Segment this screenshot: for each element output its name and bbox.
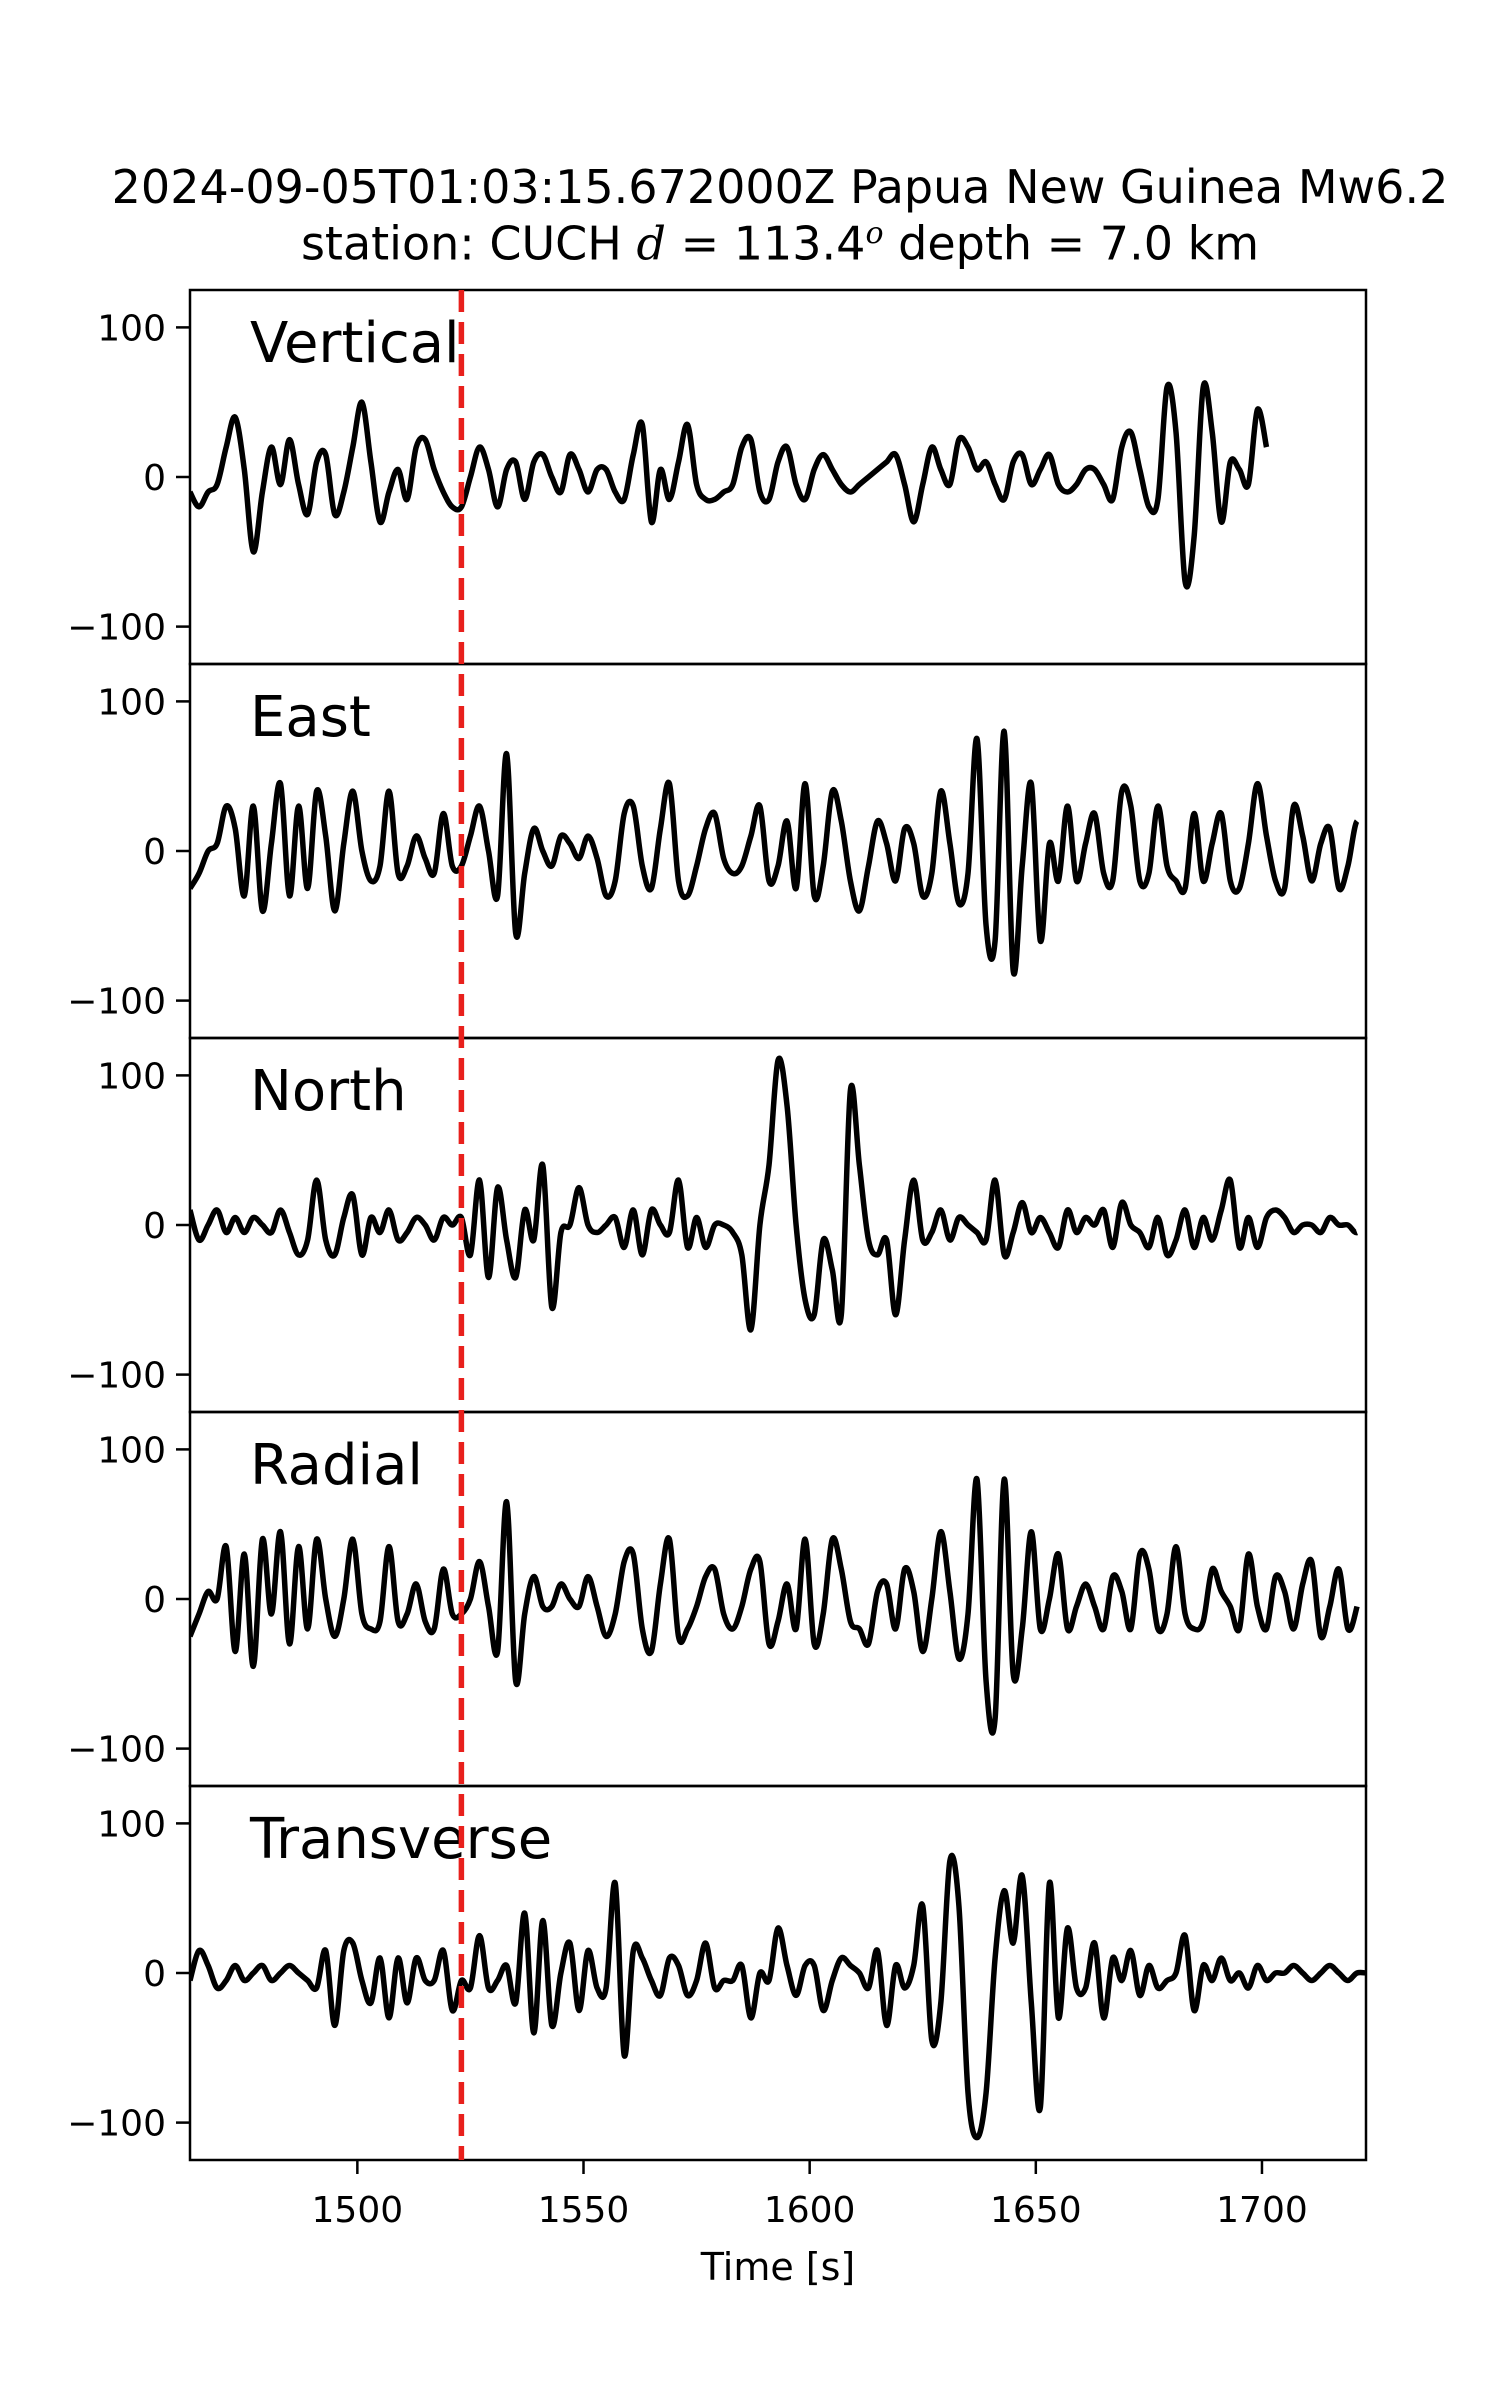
- chart-title: 2024-09-05T01:03:15.672000Z Papua New Gu…: [0, 160, 1500, 214]
- chart-subtitle: station: CUCH d = 113.4o depth = 7.0 km: [0, 216, 1500, 270]
- y-tick-label-transverse-0: 100: [97, 1804, 166, 1845]
- y-tick-label-radial-0: 100: [97, 1430, 166, 1471]
- x-tick-label-0: 1500: [312, 2190, 404, 2231]
- title-distance-symbol: d: [636, 216, 666, 271]
- y-tick-label-east-2: −100: [67, 982, 166, 1023]
- x-axis-label: Time [s]: [700, 2245, 856, 2289]
- y-tick-label-radial-2: −100: [67, 1730, 166, 1771]
- trace-transverse: [190, 1852, 1366, 2141]
- panel-label-radial: Radial: [250, 1433, 423, 1498]
- title-line-1: 2024-09-05T01:03:15.672000Z Papua New Gu…: [111, 160, 1449, 214]
- x-tick-label-3: 1650: [990, 2190, 1082, 2231]
- y-tick-label-transverse-1: 0: [143, 1954, 166, 1995]
- x-tick-label-2: 1600: [764, 2190, 856, 2231]
- y-tick-label-transverse-2: −100: [67, 2104, 166, 2145]
- y-tick-label-vertical-2: −100: [67, 608, 166, 649]
- y-tick-label-north-1: 0: [143, 1206, 166, 1247]
- panel-label-vertical: Vertical: [250, 311, 460, 376]
- title-station: station: CUCH: [300, 216, 637, 271]
- y-tick-label-north-2: −100: [67, 1356, 166, 1397]
- trace-north: [190, 1055, 1358, 1333]
- y-tick-label-east-1: 0: [143, 832, 166, 873]
- title-degree-symbol: o: [865, 216, 884, 251]
- y-tick-label-vertical-1: 0: [143, 458, 166, 499]
- x-tick-label-4: 1700: [1216, 2190, 1308, 2231]
- trace-radial: [190, 1476, 1360, 1736]
- trace-east: [190, 728, 1360, 977]
- panel-label-east: East: [250, 685, 371, 750]
- trace-vertical: [190, 380, 1270, 590]
- y-tick-label-north-0: 100: [97, 1056, 166, 1097]
- title-depth: depth = 7.0 km: [883, 216, 1260, 271]
- panel-label-transverse: Transverse: [249, 1807, 552, 1872]
- title-distance-value: = 113.4: [665, 216, 866, 271]
- x-tick-label-1: 1550: [538, 2190, 630, 2231]
- panel-label-north: North: [250, 1059, 407, 1124]
- y-tick-label-vertical-0: 100: [97, 308, 166, 349]
- y-tick-label-radial-1: 0: [143, 1580, 166, 1621]
- y-tick-label-east-0: 100: [97, 682, 166, 723]
